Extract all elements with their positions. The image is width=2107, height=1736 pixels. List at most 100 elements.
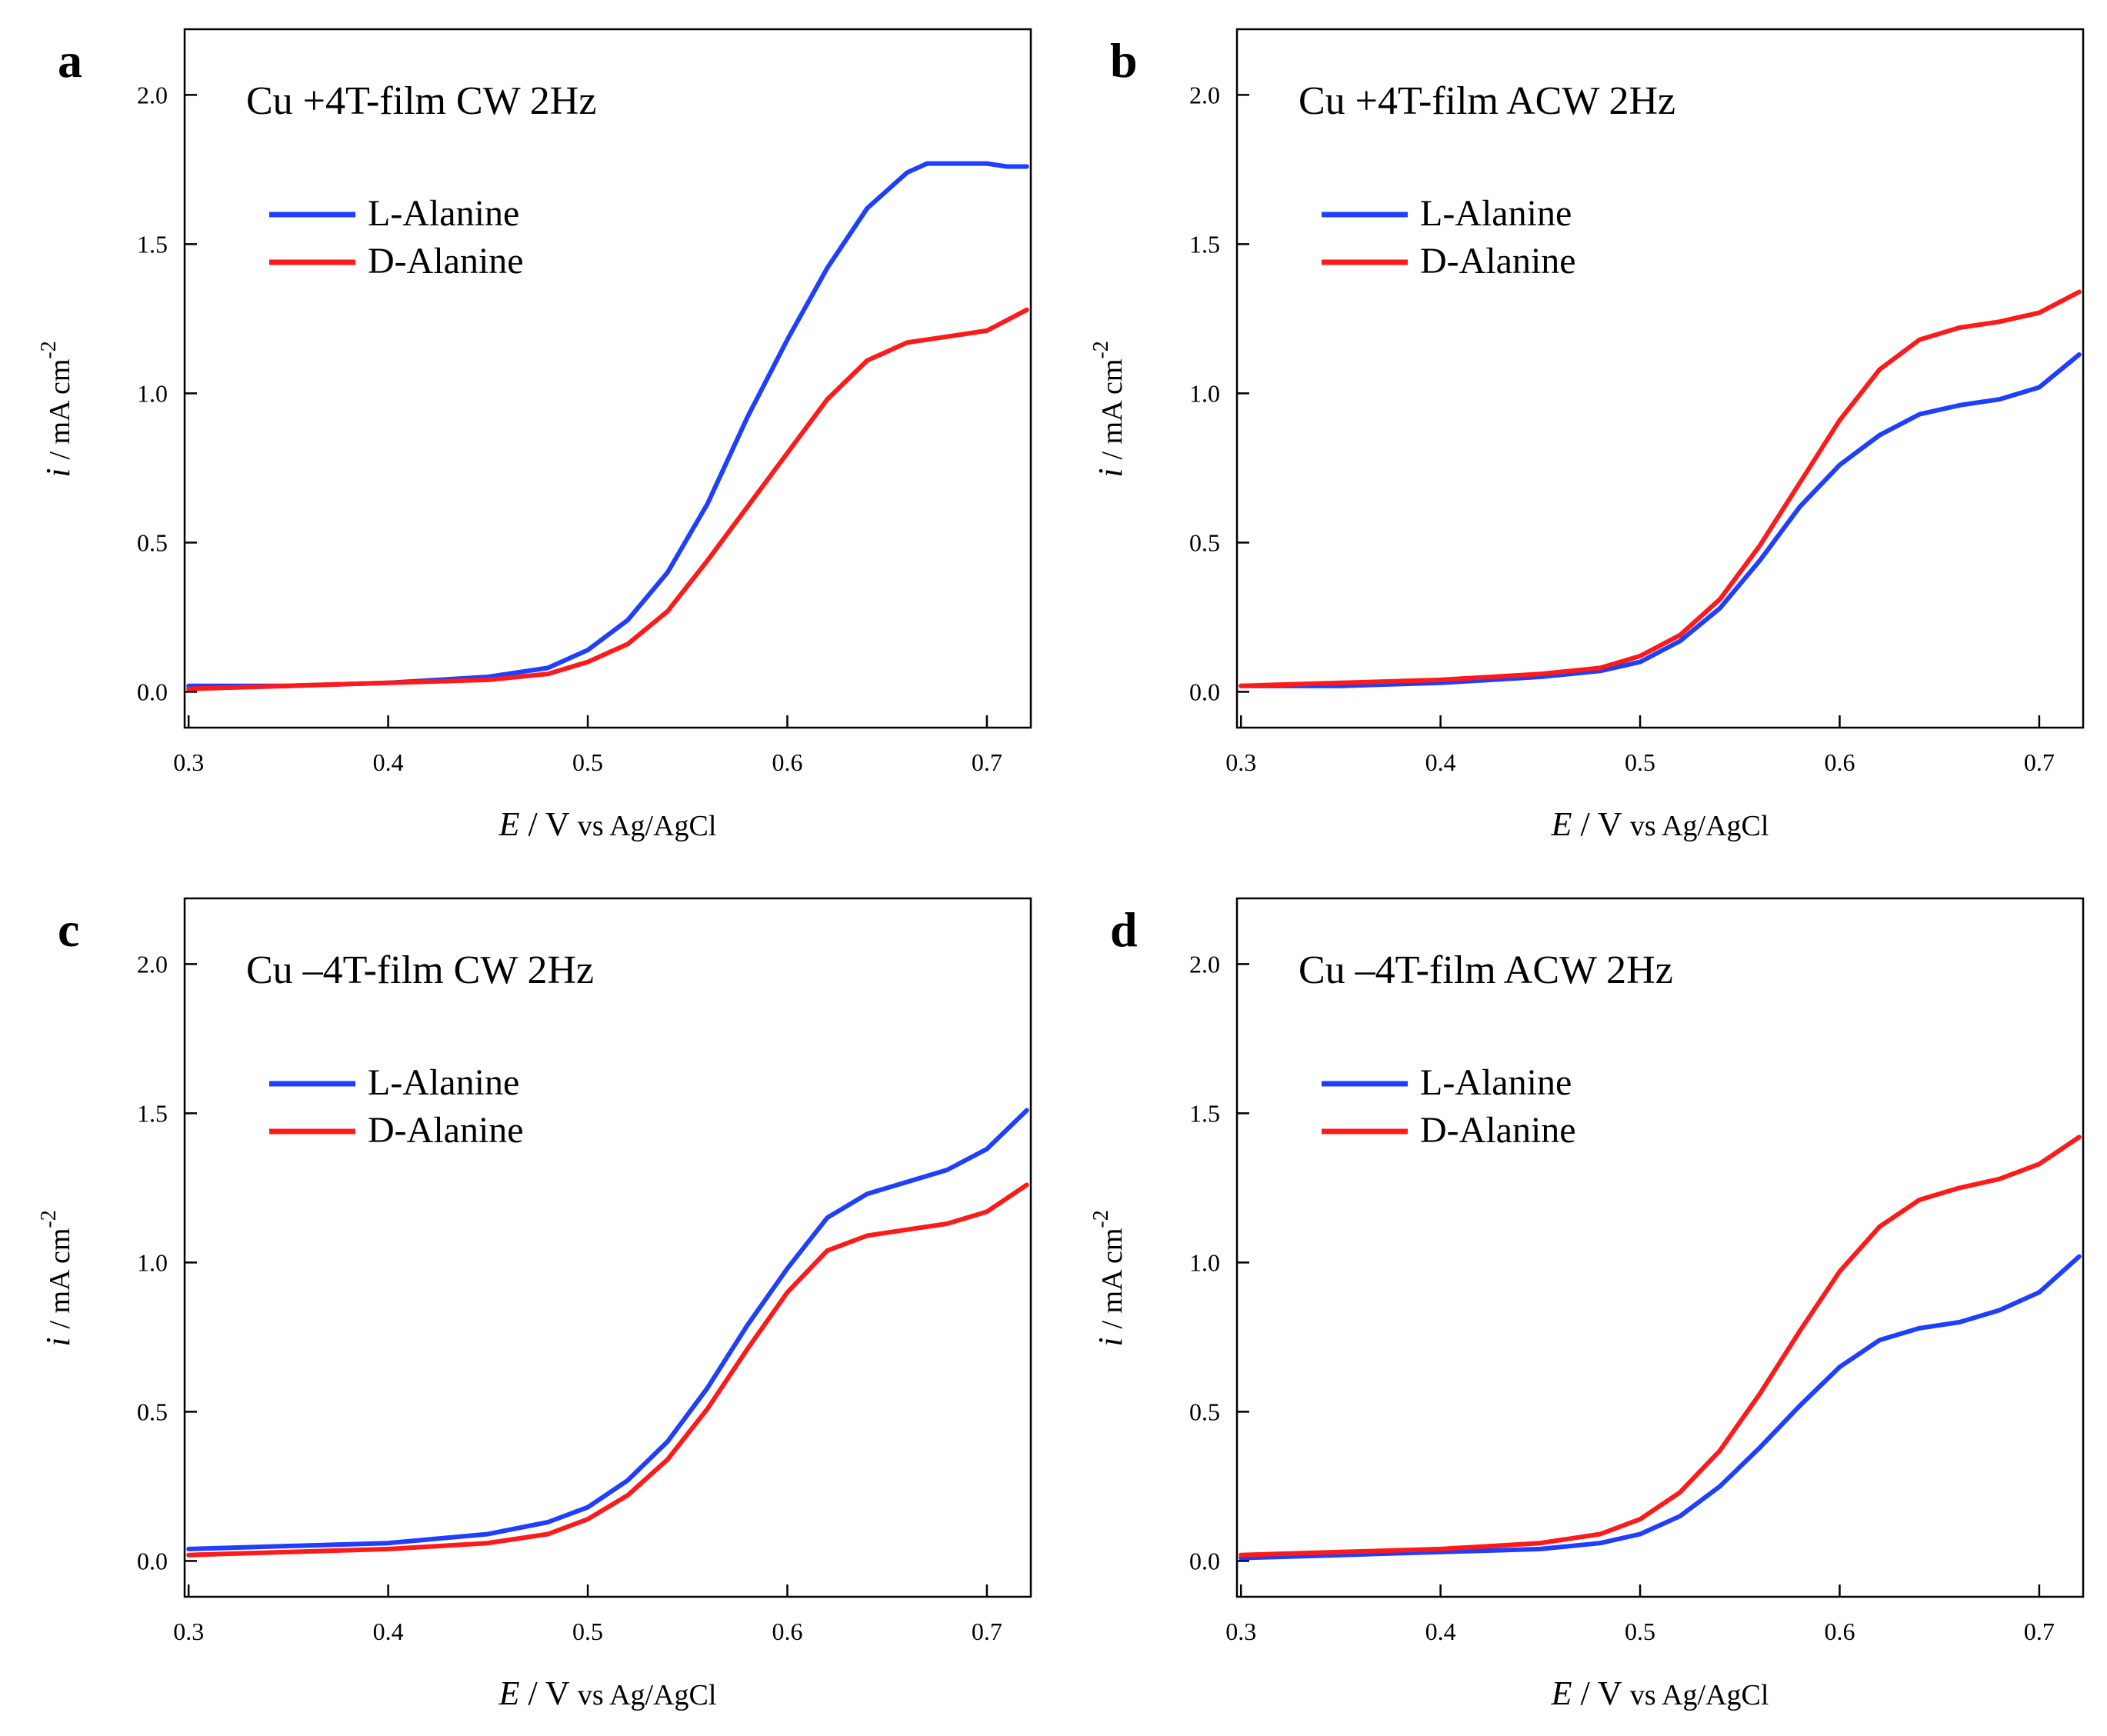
plot-frame (1235, 28, 2085, 729)
y-tick-label: 1.0 (137, 1248, 168, 1276)
series-line-l-alanine (1239, 352, 2082, 688)
x-axis-label: E / V vs Ag/AgCl (498, 805, 717, 843)
y-tick-label: 1.5 (137, 1099, 168, 1127)
x-axis-symbol: E (498, 1674, 520, 1712)
y-axis-exponent: -2 (37, 1210, 61, 1228)
y-axis-symbol: i (39, 468, 77, 477)
x-tick-label: 0.7 (2024, 748, 2055, 776)
legend-label: D-Alanine (1420, 1110, 1576, 1151)
y-axis-unit: / mA cm (1096, 359, 1129, 460)
x-axis-label: E / V vs Ag/AgCl (1551, 1674, 1769, 1712)
y-tick-label: 0.5 (137, 1398, 168, 1425)
y-tick-label: 1.0 (137, 379, 168, 407)
series-line-l-alanine (1239, 1254, 2082, 1561)
x-tick-label: 0.7 (972, 748, 1002, 776)
x-tick-label: 0.4 (373, 1618, 404, 1645)
y-tick-label: 2.0 (1189, 81, 1220, 108)
x-tick-label: 0.3 (1225, 1618, 1256, 1645)
x-tick-label: 0.3 (173, 1618, 204, 1645)
plot-frame (1235, 897, 2085, 1598)
x-axis-unit: / V (528, 805, 569, 843)
y-axis-symbol: i (39, 1337, 77, 1346)
x-axis-label: E / V vs Ag/AgCl (1551, 805, 1769, 843)
x-tick-label: 0.5 (572, 1618, 603, 1645)
series-line-l-alanine (186, 161, 1029, 688)
y-tick-label: 0.0 (137, 1547, 168, 1574)
chart-title: Cu –4T-film CW 2Hz (246, 948, 594, 992)
chart-panel-d: d Cu –4T-film ACW 2Hz 0.0 0.5 1.0 1.5 2.0 0.3 0.… (1089, 897, 2085, 1712)
y-axis-unit: / mA cm (44, 359, 76, 460)
legend-label: L-Alanine (368, 193, 519, 234)
legend-label: D-Alanine (1420, 241, 1576, 282)
y-tick-label: 0.5 (137, 528, 168, 556)
y-axis-label: i / mA cm-2 (37, 341, 77, 477)
panel-letter: a (58, 33, 82, 88)
chart-title: Cu +4T-film ACW 2Hz (1299, 79, 1675, 123)
x-tick-label: 0.4 (373, 748, 404, 776)
x-axis-symbol: E (1551, 1674, 1572, 1712)
x-axis-reference: vs Ag/AgCl (578, 1679, 717, 1711)
y-tick-label: 0.5 (1189, 1398, 1220, 1425)
x-tick-label: 0.7 (972, 1618, 1002, 1645)
y-axis-exponent: -2 (1089, 1210, 1113, 1228)
x-axis-unit: / V (528, 1674, 569, 1712)
x-tick-label: 0.6 (772, 748, 802, 776)
series-line-d-alanine (186, 1182, 1029, 1558)
x-tick-label: 0.6 (772, 1618, 802, 1645)
plot-frame (183, 897, 1032, 1598)
x-axis-symbol: E (1551, 805, 1572, 843)
x-axis-reference: vs Ag/AgCl (1630, 1679, 1769, 1711)
y-axis-unit: / mA cm (44, 1228, 76, 1329)
y-tick-label: 1.0 (1189, 1248, 1220, 1276)
chart-panel-c: c Cu –4T-film CW 2Hz 0.0 0.5 1.0 1.5 2.0 0.3 0.4… (37, 897, 1032, 1712)
x-tick-label: 0.5 (1625, 748, 1655, 776)
x-axis-unit: / V (1580, 805, 1622, 843)
chart-panel-b: b Cu +4T-film ACW 2Hz 0.0 0.5 1.0 1.5 2.0 0.3 0.… (1089, 28, 2085, 843)
y-tick-label: 1.0 (1189, 379, 1220, 407)
x-tick-label: 0.5 (572, 748, 603, 776)
chart-panel-a: a Cu +4T-film CW 2Hz 0.0 0.5 1.0 1.5 2.0 0.3 0.4… (37, 28, 1032, 843)
y-tick-label: 0.0 (1189, 1547, 1220, 1574)
legend-label: L-Alanine (1420, 1062, 1572, 1103)
legend-label: L-Alanine (368, 1062, 519, 1103)
panel-letter: c (58, 902, 79, 957)
panel-letter: b (1110, 33, 1138, 88)
y-axis-unit: / mA cm (1096, 1228, 1129, 1329)
panel-letter: d (1110, 902, 1138, 957)
legend-label: L-Alanine (1420, 193, 1572, 234)
y-axis-label: i / mA cm-2 (1089, 1210, 1129, 1346)
chart-title: Cu –4T-film ACW 2Hz (1299, 948, 1673, 992)
x-tick-label: 0.3 (173, 748, 204, 776)
x-axis-reference: vs Ag/AgCl (1630, 810, 1769, 842)
y-axis-exponent: -2 (37, 341, 61, 358)
y-axis-label: i / mA cm-2 (37, 1210, 77, 1346)
x-axis-unit: / V (1580, 1674, 1622, 1712)
y-axis-label: i / mA cm-2 (1089, 341, 1129, 477)
legend-label: D-Alanine (368, 241, 524, 282)
y-tick-label: 0.0 (1189, 678, 1220, 705)
chart-title: Cu +4T-film CW 2Hz (246, 79, 596, 123)
plot-frame (183, 28, 1032, 729)
series-line-d-alanine (1239, 1135, 2082, 1558)
y-tick-label: 1.5 (1189, 230, 1220, 258)
series-line-l-alanine (186, 1108, 1029, 1551)
y-tick-label: 1.5 (1189, 1099, 1220, 1127)
x-tick-label: 0.3 (1225, 748, 1256, 776)
x-tick-label: 0.4 (1425, 748, 1456, 776)
y-tick-label: 2.0 (1189, 950, 1220, 978)
x-tick-label: 0.4 (1425, 1618, 1456, 1645)
legend-label: D-Alanine (368, 1110, 524, 1151)
x-tick-label: 0.5 (1625, 1618, 1655, 1645)
x-axis-reference: vs Ag/AgCl (578, 810, 717, 842)
y-tick-label: 1.5 (137, 230, 168, 258)
y-axis-symbol: i (1092, 1337, 1129, 1346)
y-axis-symbol: i (1092, 468, 1129, 477)
series-line-d-alanine (186, 307, 1029, 691)
x-tick-label: 0.7 (2024, 1618, 2055, 1645)
x-tick-label: 0.6 (1824, 1618, 1855, 1645)
y-tick-label: 2.0 (137, 81, 168, 108)
y-tick-label: 0.5 (1189, 528, 1220, 556)
y-tick-label: 0.0 (137, 678, 168, 705)
series-line-d-alanine (1239, 289, 2082, 688)
